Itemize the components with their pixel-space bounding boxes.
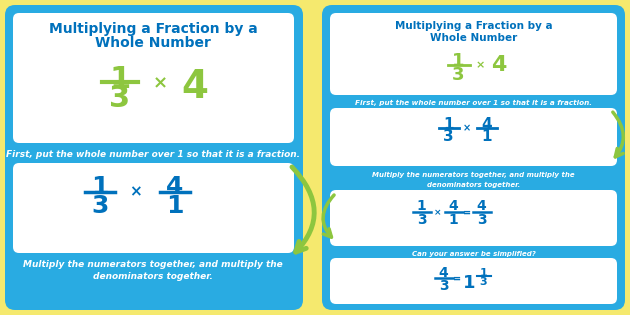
Text: Whole Number: Whole Number (430, 33, 517, 43)
Text: =: = (454, 274, 462, 284)
Text: Multiply the numerators together, and multiply the: Multiply the numerators together, and mu… (23, 260, 283, 269)
FancyBboxPatch shape (330, 258, 617, 304)
FancyBboxPatch shape (330, 108, 617, 166)
Text: Multiplying a Fraction by a: Multiplying a Fraction by a (49, 22, 258, 36)
Text: 3: 3 (416, 213, 427, 227)
Text: 1: 1 (110, 65, 130, 94)
FancyBboxPatch shape (13, 163, 294, 253)
Text: Whole Number: Whole Number (95, 36, 211, 50)
Text: 1: 1 (444, 117, 454, 132)
Text: Multiplying a Fraction by a: Multiplying a Fraction by a (394, 21, 553, 31)
Text: 4: 4 (449, 199, 459, 213)
Text: ×: × (129, 184, 141, 199)
FancyBboxPatch shape (13, 13, 294, 143)
Text: ×: × (462, 123, 471, 133)
Text: 3: 3 (479, 277, 488, 287)
Text: 1: 1 (479, 268, 488, 278)
Text: 1: 1 (416, 199, 427, 213)
Text: Multiply the numerators together, and multiply the: Multiply the numerators together, and mu… (372, 172, 575, 178)
Text: 4: 4 (166, 175, 184, 199)
Text: 3: 3 (477, 213, 486, 227)
Text: ×: × (152, 74, 168, 92)
Text: denominators together.: denominators together. (427, 182, 520, 188)
Text: 1: 1 (452, 52, 465, 70)
Text: 1: 1 (166, 194, 184, 218)
Text: 4: 4 (491, 55, 506, 75)
Text: First, put the whole number over 1 so that it is a fraction.: First, put the whole number over 1 so th… (6, 150, 300, 159)
Text: 1: 1 (449, 213, 459, 227)
FancyBboxPatch shape (330, 190, 617, 246)
Text: 3: 3 (443, 129, 454, 144)
Text: Can your answer be simplified?: Can your answer be simplified? (411, 251, 536, 257)
Text: First, put the whole number over 1 so that it is a fraction.: First, put the whole number over 1 so th… (355, 100, 592, 106)
Text: 4: 4 (481, 117, 492, 132)
Text: ×: × (433, 208, 441, 217)
Text: 4: 4 (477, 199, 486, 213)
Text: 4: 4 (181, 68, 209, 106)
Text: 4: 4 (438, 266, 449, 280)
Text: 3: 3 (438, 279, 449, 293)
FancyBboxPatch shape (330, 13, 617, 95)
Text: 3: 3 (91, 194, 109, 218)
Text: =: = (464, 208, 472, 218)
Text: 1: 1 (91, 175, 109, 199)
Text: 1: 1 (481, 129, 492, 144)
Text: ×: × (476, 60, 485, 70)
Text: 1: 1 (463, 274, 476, 292)
FancyBboxPatch shape (322, 5, 625, 310)
FancyBboxPatch shape (5, 5, 303, 310)
Text: denominators together.: denominators together. (93, 272, 213, 281)
Text: 3: 3 (110, 84, 130, 113)
Text: 3: 3 (452, 66, 465, 84)
